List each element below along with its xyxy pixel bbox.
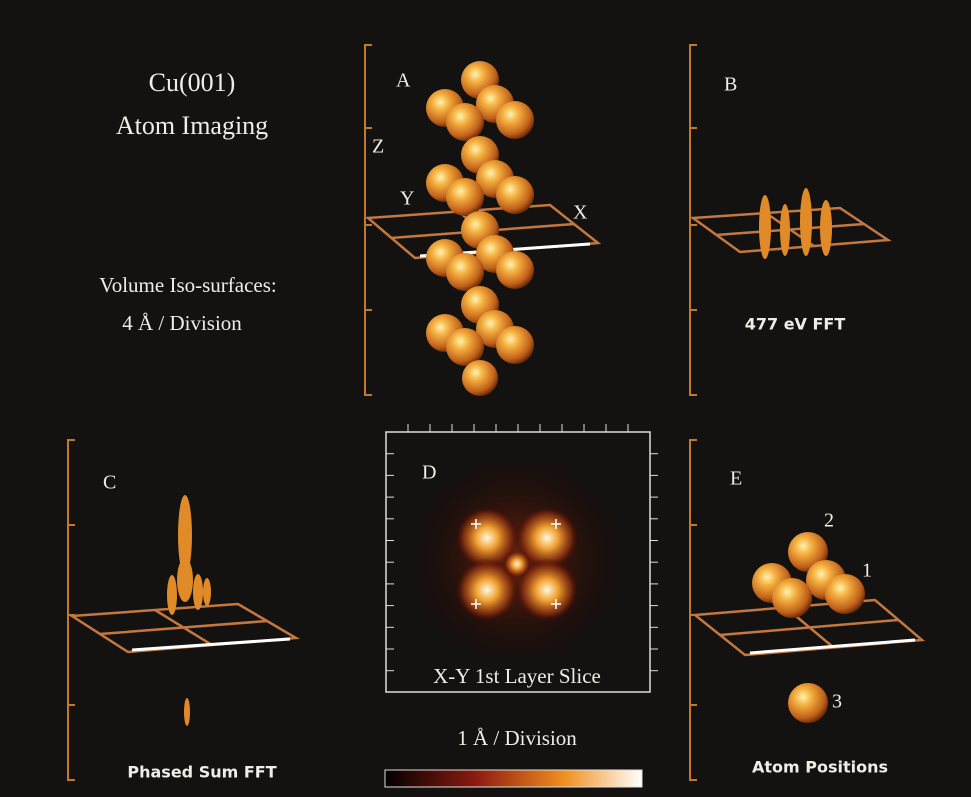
panel-label: C (103, 472, 116, 494)
sphere (462, 360, 498, 396)
sphere (446, 103, 484, 141)
sphere (446, 253, 484, 291)
sphere (825, 574, 865, 614)
title: Cu(001) (149, 68, 236, 97)
panel-label: D (422, 462, 436, 484)
note: 4 Å / Division (122, 311, 242, 335)
panel-label: A (396, 70, 411, 92)
sphere (772, 578, 812, 618)
sphere (496, 101, 534, 139)
atom-label: 3 (832, 691, 842, 713)
panel-label: E (730, 468, 742, 490)
sphere (496, 326, 534, 364)
sphere (788, 683, 828, 723)
axis-label: Z (372, 136, 384, 158)
sphere (496, 251, 534, 289)
atom-label: 1 (862, 560, 872, 582)
axis-label: Y (400, 188, 414, 210)
atom-label: 2 (824, 510, 834, 532)
caption: 1 Å / Division (457, 726, 577, 750)
panel-label: B (724, 74, 737, 96)
caption: Atom Positions (752, 758, 888, 777)
caption: 477 eV FFT (745, 315, 846, 334)
sphere (496, 176, 534, 214)
figure: Cu(001) Atom Imaging Volume Iso-surfaces… (0, 0, 971, 797)
note: Volume Iso-surfaces: (99, 273, 277, 297)
title: Atom Imaging (116, 111, 268, 140)
caption: Phased Sum FFT (127, 763, 276, 782)
axis-label: X (573, 202, 588, 224)
inset-label: X-Y 1st Layer Slice (433, 664, 601, 688)
sphere (446, 178, 484, 216)
